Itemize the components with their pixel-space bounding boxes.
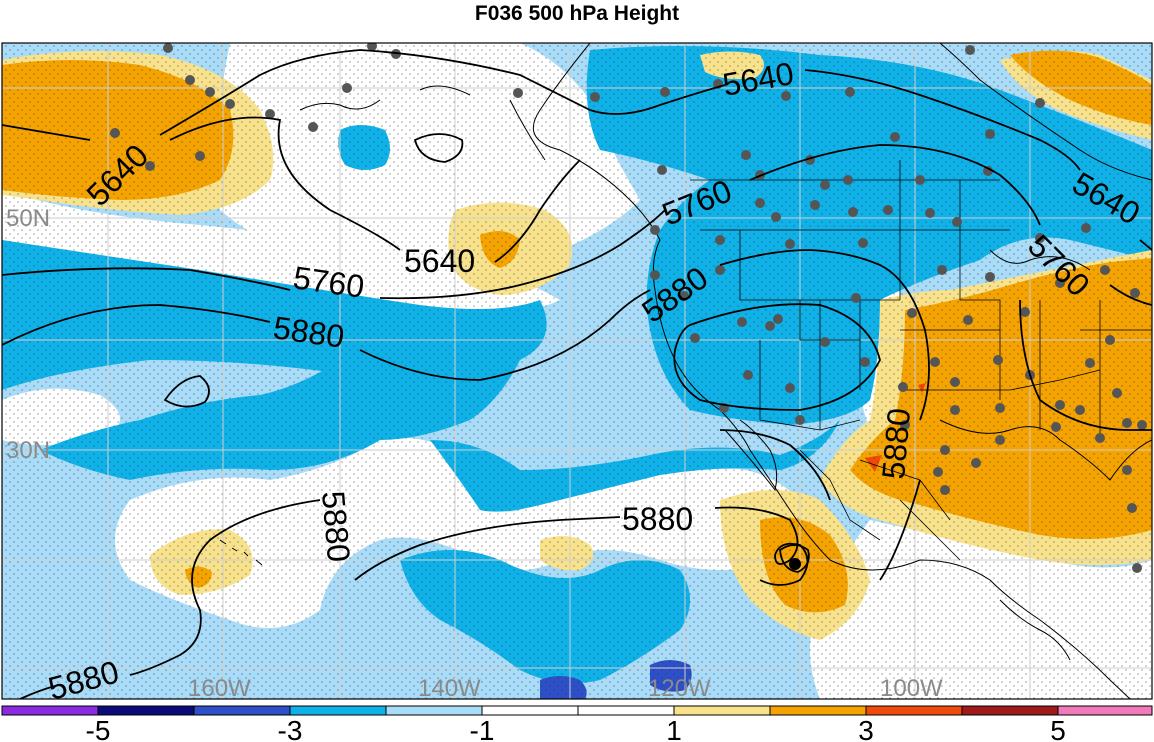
colorbar-tick-label: -1 — [470, 715, 495, 742]
lon-label-140w: 140W — [418, 675, 481, 702]
colorbar-tick-label: -5 — [86, 715, 111, 742]
colorbar-swatch — [962, 706, 1058, 715]
colorbar-swatch — [194, 706, 290, 715]
lat-label-30n: 30N — [6, 437, 50, 464]
map-frame — [1, 42, 1153, 700]
lon-label-100w: 100W — [880, 675, 943, 702]
contour-5880-coast — [1019, 299, 1152, 431]
colorbar-swatch — [98, 706, 194, 715]
height-contours — [2, 49, 1152, 699]
colorbar-swatch — [290, 706, 386, 715]
lat-lon-grid — [2, 43, 1152, 699]
colorbar-swatch — [674, 706, 770, 715]
colorbar-swatch — [2, 706, 98, 715]
contour-label: 5640 — [404, 243, 475, 279]
lon-label-120w: 120W — [648, 675, 711, 702]
colorbar-swatch — [770, 706, 866, 715]
colorbar-swatch — [578, 706, 674, 715]
map-title: F036 500 hPa Height — [474, 2, 680, 25]
colorbar-swatch — [386, 706, 482, 715]
lat-label-50n: 50N — [6, 205, 50, 232]
contour-5880 — [2, 249, 930, 581]
station-markers — [110, 43, 1147, 573]
contour-5760 — [2, 144, 1152, 306]
contour-5640-small — [413, 133, 464, 163]
colorbar-swatch — [482, 706, 578, 715]
colorbar-swatch — [1058, 706, 1152, 715]
contour-label: 5880 — [315, 489, 357, 563]
contour-5640-north — [2, 49, 1152, 251]
lon-label-160w: 160W — [188, 675, 251, 702]
colorbar-swatch — [866, 706, 962, 715]
stipple-overlay — [2, 43, 1152, 699]
contour-low-ring — [779, 544, 810, 573]
contour-5880-inner — [719, 429, 831, 501]
map-field — [2, 43, 1152, 699]
colorbar-tick-label: 3 — [858, 715, 874, 742]
contour-5880-south — [354, 506, 809, 586]
contour-5640-loop — [169, 116, 581, 263]
colorbar: -5 -3 -1 1 3 5 — [1, 705, 1153, 742]
colorbar-tick-label: 1 — [666, 715, 682, 742]
colorbar-tick-label: 5 — [1050, 715, 1066, 742]
contour-label: 5880 — [622, 501, 693, 537]
contour-5880-sw — [19, 685, 56, 699]
contour-small-closed — [163, 375, 210, 408]
contour-label: 5880 — [875, 407, 917, 481]
storm-center-marker — [789, 558, 801, 570]
contour-5880-west — [129, 499, 321, 676]
colorbar-tick-label: -3 — [278, 715, 303, 742]
contour-5880-loop — [673, 303, 881, 411]
